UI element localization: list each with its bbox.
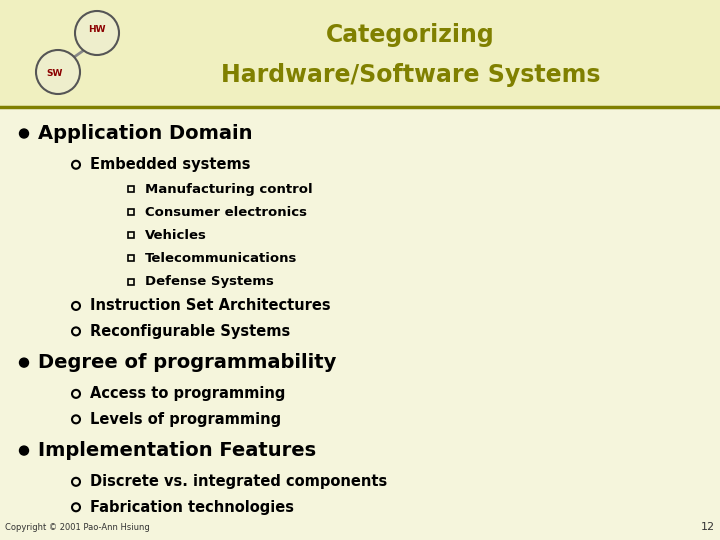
Text: Reconfigurable Systems: Reconfigurable Systems <box>90 324 290 339</box>
Text: SW: SW <box>47 70 63 78</box>
Text: Access to programming: Access to programming <box>90 387 285 401</box>
Circle shape <box>75 11 119 55</box>
Circle shape <box>19 129 29 138</box>
Text: Levels of programming: Levels of programming <box>90 412 281 427</box>
Circle shape <box>19 358 29 367</box>
Text: Application Domain: Application Domain <box>38 124 253 143</box>
Text: Implementation Features: Implementation Features <box>38 441 316 460</box>
Text: Defense Systems: Defense Systems <box>145 275 274 288</box>
Circle shape <box>36 50 80 94</box>
Text: Manufacturing control: Manufacturing control <box>145 183 312 195</box>
Text: HW: HW <box>89 24 106 33</box>
Circle shape <box>19 446 29 455</box>
Text: Degree of programmability: Degree of programmability <box>38 353 336 372</box>
Text: Embedded systems: Embedded systems <box>90 157 251 172</box>
Text: Categorizing: Categorizing <box>326 23 495 48</box>
Text: Vehicles: Vehicles <box>145 229 207 242</box>
Text: Hardware/Software Systems: Hardware/Software Systems <box>220 63 600 87</box>
FancyBboxPatch shape <box>0 0 720 107</box>
Text: Copyright © 2001 Pao-Ann Hsiung: Copyright © 2001 Pao-Ann Hsiung <box>5 523 150 532</box>
Text: Discrete vs. integrated components: Discrete vs. integrated components <box>90 474 387 489</box>
Text: Telecommunications: Telecommunications <box>145 252 297 265</box>
Text: Instruction Set Architectures: Instruction Set Architectures <box>90 299 330 313</box>
Text: Fabrication technologies: Fabrication technologies <box>90 500 294 515</box>
Text: Consumer electronics: Consumer electronics <box>145 206 307 219</box>
Text: 12: 12 <box>701 522 715 532</box>
